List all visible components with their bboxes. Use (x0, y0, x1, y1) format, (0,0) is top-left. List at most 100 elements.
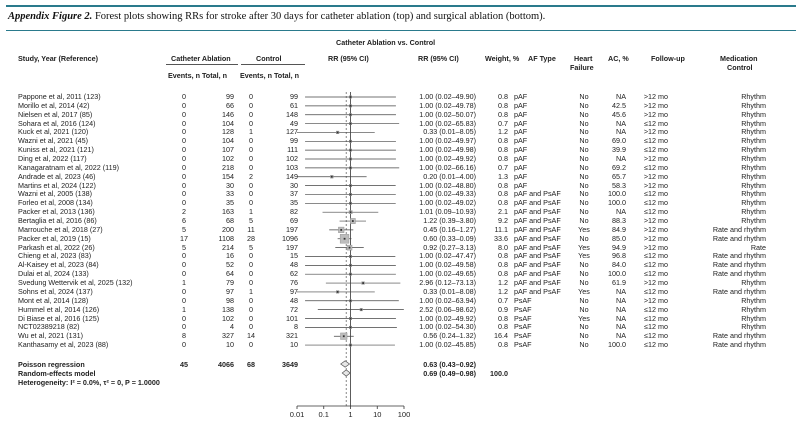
x-tick-label: 0.01 (290, 410, 305, 419)
rr-ci: 1.00 (0.02–50.07) (419, 109, 476, 119)
control-total: 82 (290, 207, 298, 217)
study-name: Wazni et al, 2005 (138) (18, 189, 93, 199)
cath-total: 97 (226, 286, 234, 296)
cath-events: 0 (182, 295, 186, 305)
control-events: 28 (247, 233, 255, 243)
af-type: pAF and PsAF (514, 286, 561, 296)
control-total: 103 (286, 162, 298, 172)
point-estimate (349, 193, 352, 196)
af-type: pAF and PsAF (514, 269, 561, 279)
follow-up: ≤12 mo (644, 189, 668, 199)
cath-events: 0 (182, 100, 186, 110)
weight: 0.8 (498, 145, 508, 155)
af-type: pAF and PsAF (514, 224, 561, 234)
cath-events: 0 (182, 162, 186, 172)
control-total: 49 (290, 118, 298, 128)
cath-total: 104 (222, 136, 234, 146)
medication: Rhythm (741, 189, 766, 199)
follow-up: >12 mo (643, 154, 668, 164)
rr-ci: 0.45 (0.16–1.27) (423, 224, 476, 234)
medication: Rhythm (741, 154, 766, 164)
cath-events: 0 (182, 136, 186, 146)
ac-percent: NA (616, 92, 626, 101)
catheter-underline (166, 64, 238, 65)
control-total: 148 (286, 109, 298, 119)
af-type: PsAF (514, 304, 532, 314)
rr-ci: 0.33 (0.01–8.05) (423, 127, 476, 137)
header-ac: AC, % (608, 54, 629, 63)
control-total: 61 (290, 100, 298, 110)
af-type: pAF and PsAF (514, 251, 561, 261)
control-events: 0 (249, 189, 253, 199)
ac-percent: NA (616, 304, 626, 314)
weight: 9.2 (498, 216, 508, 226)
study-name: Ding et al, 2022 (117) (18, 154, 87, 164)
cath-events: 0 (182, 145, 186, 155)
study-name: NCT02389218 (82) (18, 322, 80, 332)
medication: Rhythm (741, 127, 766, 137)
control-underline (241, 64, 305, 65)
ac-percent: 84.9 (612, 224, 626, 234)
control-total: 69 (290, 216, 298, 226)
heart-failure: Yes (578, 242, 590, 252)
x-tick-label: 100 (398, 410, 411, 419)
cath-total: 102 (222, 313, 234, 323)
ac-percent: 100.0 (608, 340, 626, 350)
cath-total: 200 (222, 224, 234, 234)
rr-ci: 1.00 (0.02–49.98) (419, 145, 476, 155)
follow-up: >12 mo (643, 224, 668, 234)
rr-ci: 1.00 (0.02–47.47) (419, 251, 476, 261)
study-name: Kuck et al, 2021 (120) (18, 127, 89, 137)
study-name: Kanthasamy et al, 2023 (88) (18, 340, 109, 350)
control-total: 8 (294, 322, 298, 332)
point-estimate (349, 317, 352, 320)
control-total: 72 (290, 304, 298, 314)
cath-total: 146 (222, 109, 234, 119)
cath-total: 10 (226, 340, 234, 350)
rr-ci: 1.00 (0.02–65.83) (419, 118, 476, 128)
weight: 0.8 (498, 136, 508, 146)
weight: 0.8 (498, 340, 508, 350)
heart-failure: No (579, 154, 589, 164)
study-name: Pappone et al, 2011 (123) (18, 92, 101, 101)
cath-events: 1 (182, 278, 186, 288)
ac-percent: 85.0 (612, 233, 626, 243)
follow-up: ≤12 mo (644, 118, 668, 128)
medication: Rhythm (741, 216, 766, 226)
heart-failure: No (579, 162, 589, 172)
ac-percent: NA (616, 154, 626, 164)
header-control: Control (256, 54, 282, 63)
control-events: 1 (249, 127, 253, 137)
study-name: Sohns et al, 2024 (137) (18, 286, 93, 296)
heart-failure: No (579, 118, 589, 128)
cath-total: 218 (222, 162, 234, 172)
cath-total: 128 (222, 127, 234, 137)
rr-ci: 1.00 (0.02–45.85) (419, 340, 476, 350)
random-effects-weight: 100.0 (490, 369, 508, 378)
heart-failure: Yes (578, 251, 590, 261)
control-total: 99 (290, 136, 298, 146)
medication: Rate (750, 242, 766, 252)
cath-events: 0 (182, 340, 186, 350)
follow-up: ≤12 mo (644, 322, 668, 332)
ac-percent: NA (616, 127, 626, 137)
control-total: 102 (286, 154, 298, 164)
medication: Rhythm (741, 180, 766, 190)
cath-total: 154 (222, 171, 234, 181)
heart-failure: No (579, 180, 589, 190)
af-type: pAF and PsAF (514, 233, 561, 243)
point-estimate (349, 122, 352, 125)
point-estimate (349, 344, 352, 346)
control-total: 149 (286, 171, 298, 181)
point-estimate (349, 113, 352, 116)
cath-total: 35 (226, 198, 234, 208)
medication: Rhythm (741, 295, 766, 305)
header-control-cols: Events, n Total, n (240, 71, 299, 80)
af-type: pAF and PsAF (514, 278, 561, 288)
follow-up: ≤12 mo (644, 136, 668, 146)
cath-events: 0 (182, 189, 186, 199)
control-events: 0 (249, 278, 253, 288)
point-estimate (349, 104, 352, 107)
af-type: PsAF (514, 322, 532, 332)
